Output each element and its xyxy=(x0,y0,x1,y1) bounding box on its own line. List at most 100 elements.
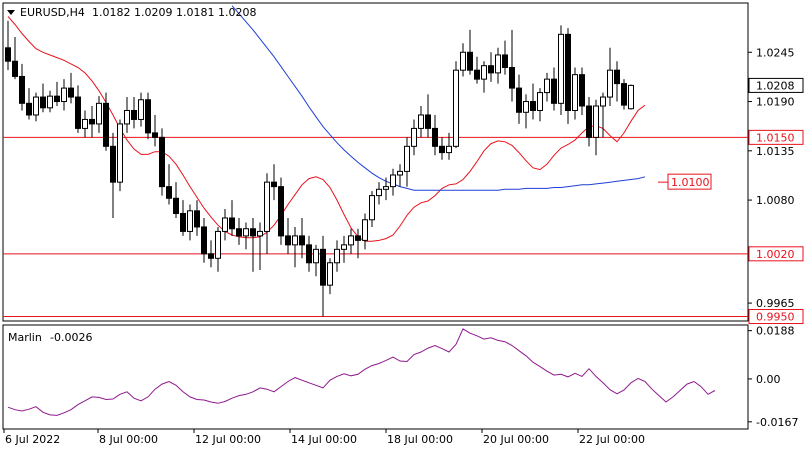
candle xyxy=(355,228,361,259)
bull-candle-body xyxy=(187,210,193,232)
price-tick-label: 1.0080 xyxy=(756,194,795,207)
candle xyxy=(404,137,410,187)
candle xyxy=(236,217,242,245)
bear-candle-body xyxy=(68,87,74,98)
candle xyxy=(180,200,186,236)
symbol-label: EURUSD,H4 xyxy=(20,6,85,19)
candle xyxy=(110,132,116,218)
bull-candle-body xyxy=(47,95,53,109)
candle xyxy=(173,182,179,218)
candle xyxy=(264,173,270,254)
candle xyxy=(418,106,424,138)
bear-candle-body xyxy=(586,105,592,138)
bear-candle-body xyxy=(5,47,11,62)
candle xyxy=(362,213,368,250)
indicator-value: -0.0026 xyxy=(50,331,92,344)
candle xyxy=(229,200,235,236)
bull-candle-body xyxy=(460,51,466,71)
level-price-label: 0.9950 xyxy=(756,311,795,324)
time-tick-label: 20 Jul 00:00 xyxy=(483,433,549,446)
annotation-box[interactable] xyxy=(667,173,712,190)
chevron-down-icon[interactable] xyxy=(7,10,15,15)
candle xyxy=(544,72,550,102)
bull-candle-body xyxy=(264,181,270,232)
bull-candle-body xyxy=(523,101,529,113)
level-price-box xyxy=(748,129,804,145)
bear-candle-body xyxy=(250,228,256,237)
candle xyxy=(383,177,389,201)
candle xyxy=(138,92,144,127)
candle xyxy=(439,137,445,160)
candle xyxy=(467,29,473,75)
level-price-label: 1.0150 xyxy=(756,131,795,144)
candle xyxy=(96,96,102,133)
bull-candle-body xyxy=(138,99,144,120)
candle xyxy=(530,83,536,120)
candle xyxy=(40,83,46,113)
bear-candle-body xyxy=(54,95,60,103)
bear-candle-body xyxy=(502,54,508,68)
moving-averages xyxy=(7,5,646,242)
candle xyxy=(271,164,277,201)
candle xyxy=(243,222,249,250)
bull-candle-body xyxy=(362,219,368,241)
bear-candle-body xyxy=(579,74,585,107)
candle xyxy=(621,79,627,110)
bear-candle-body xyxy=(103,102,109,147)
candle xyxy=(68,72,74,104)
bear-candle-body xyxy=(75,96,81,129)
candle xyxy=(117,119,123,192)
candle xyxy=(313,244,319,277)
bear-candle-body xyxy=(306,244,312,264)
candle xyxy=(397,164,403,187)
price-axis: 1.0245 1.0190 1.0135 1.0080 0.9965 1.0208 1.01… xyxy=(748,46,804,429)
candle xyxy=(5,20,11,71)
bear-candle-body xyxy=(19,75,25,104)
bear-candle-body xyxy=(201,226,207,255)
marlin-line xyxy=(7,328,716,416)
bear-candle-body xyxy=(425,114,431,129)
time-tick-label: 12 Jul 00:00 xyxy=(195,433,261,446)
slow-ma-line xyxy=(231,5,646,191)
candle xyxy=(558,25,564,115)
candle xyxy=(502,40,508,75)
bear-candle-body xyxy=(271,181,277,188)
bull-candle-body xyxy=(334,248,340,264)
bear-candle-body xyxy=(551,78,557,104)
candle xyxy=(523,94,529,129)
candle xyxy=(215,226,221,272)
candle xyxy=(75,85,81,133)
candle xyxy=(614,61,620,102)
candle xyxy=(446,132,452,160)
candle xyxy=(222,209,228,241)
candle xyxy=(607,47,613,107)
bull-candle-body xyxy=(292,235,298,246)
level-price-box xyxy=(748,309,804,325)
annotation-label: 1.0100 xyxy=(671,176,710,189)
bull-candle-body xyxy=(376,188,382,197)
candle xyxy=(82,110,88,138)
candle xyxy=(292,226,298,268)
bull-candle-body xyxy=(411,127,417,147)
bear-candle-body xyxy=(467,51,473,71)
horizontal-levels: 1.0100 xyxy=(3,136,748,318)
candle xyxy=(334,240,340,272)
bull-candle-body xyxy=(222,217,228,232)
candle xyxy=(481,61,487,93)
candle xyxy=(201,217,207,263)
candle xyxy=(327,258,333,295)
candle xyxy=(19,63,25,111)
bull-candle-body xyxy=(124,109,130,125)
candle xyxy=(460,43,466,77)
bull-candle-body xyxy=(82,118,88,129)
bear-candle-body xyxy=(12,60,18,77)
candle xyxy=(474,56,480,84)
bear-candle-body xyxy=(355,235,361,241)
candle xyxy=(586,97,592,147)
bear-candle-body xyxy=(439,145,445,154)
bull-candle-body xyxy=(243,228,249,237)
bear-candle-body xyxy=(110,145,116,183)
bear-candle-body xyxy=(474,69,480,80)
